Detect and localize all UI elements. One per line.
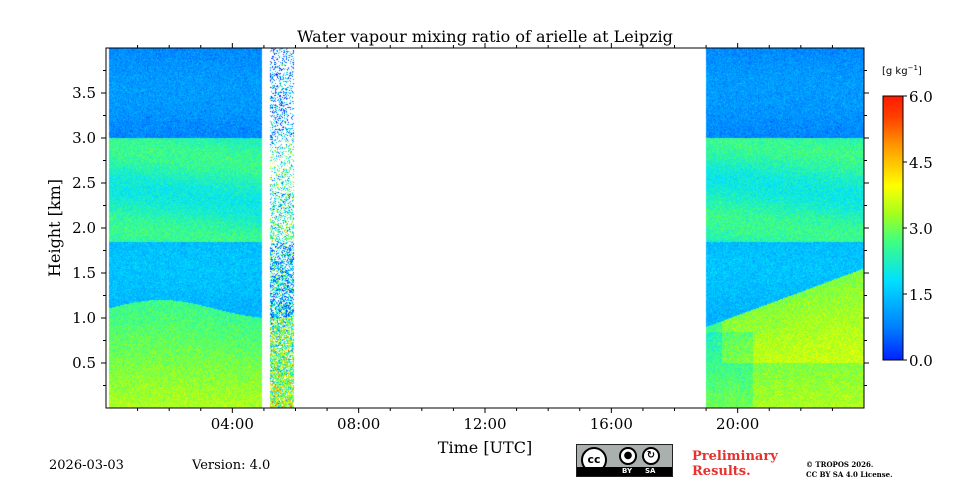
y-tick-label: 3.5 — [72, 84, 96, 102]
colorbar-label: [g kg−1] — [882, 64, 922, 77]
colorbar-tick-label: 0.0 — [909, 352, 933, 370]
preliminary-line1: Preliminary — [692, 449, 778, 464]
heatmap-area — [106, 48, 864, 408]
x-tick-label: 16:00 — [590, 415, 633, 433]
sa-share-icon: ↻ — [642, 447, 660, 465]
y-tick-label: 1.0 — [72, 309, 96, 327]
y-tick-label: 2.5 — [72, 174, 96, 192]
version-label: Version: 4.0 — [192, 458, 270, 473]
y-tick-label: 2.0 — [72, 219, 96, 237]
y-axis-label: Height [km] — [45, 179, 64, 277]
x-tick-label: 12:00 — [463, 415, 506, 433]
cc-license-badge[interactable]: cc ● ↻ BY SA — [576, 444, 673, 477]
chart-svg: Water vapour mixing ratio of arielle at … — [0, 0, 960, 480]
colorbar-tick-label: 4.5 — [909, 154, 933, 172]
colorbar-ticks: 0.0 1.5 3.0 4.5 6.0 — [903, 88, 933, 370]
y-tick-label: 1.5 — [72, 264, 96, 282]
copyright-line2: CC BY SA 4.0 License. — [806, 470, 893, 480]
heatmap-image — [106, 48, 864, 408]
badge-by-label: BY — [622, 467, 632, 476]
colorbar-tick-label: 3.0 — [909, 220, 933, 238]
colorbar-tick-label: 6.0 — [909, 88, 933, 106]
x-tick-label: 20:00 — [716, 415, 759, 433]
colorbar — [883, 96, 903, 360]
x-axis-label: Time [UTC] — [438, 438, 532, 457]
preliminary-line2: Results. — [692, 464, 778, 479]
y-tick-label: 3.0 — [72, 129, 96, 147]
copyright-line1: © TROPOS 2026. — [806, 460, 893, 470]
preliminary-notice: Preliminary Results. — [692, 449, 778, 479]
y-tick-label: 0.5 — [72, 354, 96, 372]
copyright-notice: © TROPOS 2026. CC BY SA 4.0 License. — [806, 460, 893, 480]
badge-strip: BY SA — [577, 467, 672, 476]
x-tick-label: 04:00 — [211, 415, 254, 433]
by-person-icon: ● — [619, 447, 637, 465]
badge-sa-label: SA — [645, 467, 655, 476]
colorbar-tick-label: 1.5 — [909, 286, 933, 304]
x-tick-label: 08:00 — [337, 415, 380, 433]
date-label: 2026-03-03 — [49, 458, 124, 473]
